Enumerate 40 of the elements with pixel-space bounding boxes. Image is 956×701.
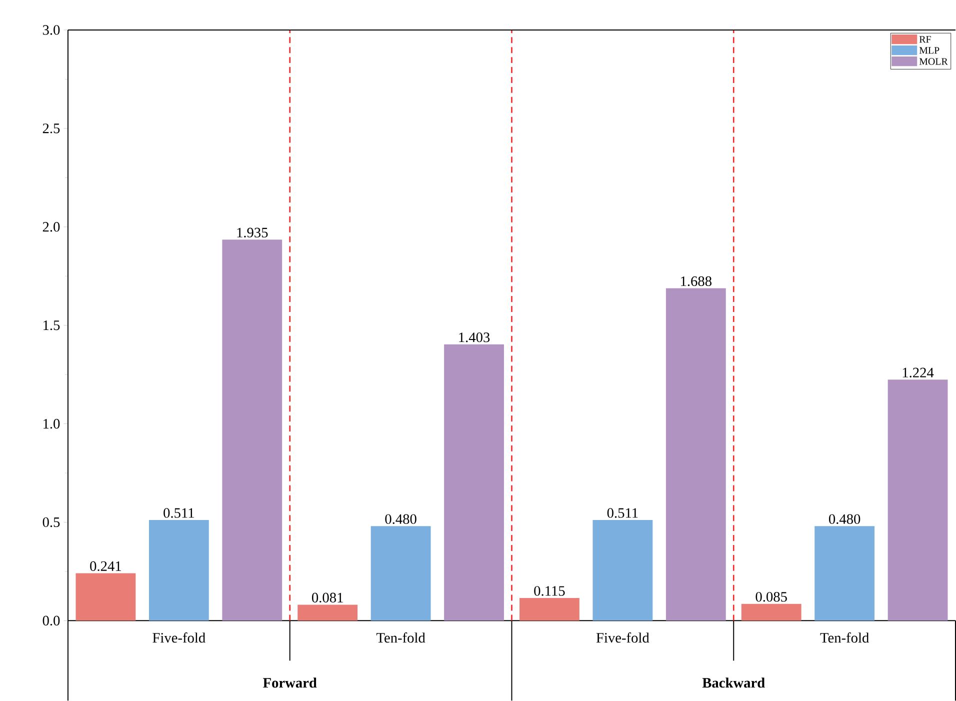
x-tick-label: Ten-fold <box>820 632 869 643</box>
bar <box>741 604 802 621</box>
data-label: 0.085 <box>756 592 787 602</box>
bar <box>444 344 504 621</box>
data-label: 0.081 <box>312 592 343 602</box>
bar <box>814 526 875 621</box>
bar <box>298 604 358 621</box>
data-label: 1.935 <box>237 228 268 238</box>
data-label: 1.403 <box>459 332 490 342</box>
data-label: 0.480 <box>828 514 860 524</box>
data-label: 1.688 <box>681 276 712 286</box>
bar <box>666 288 726 621</box>
y-tick-label: 0.5 <box>42 517 60 528</box>
y-tick-label: 2.5 <box>42 124 60 134</box>
legend-label: MOLR <box>919 58 948 65</box>
y-tick-label: 1.0 <box>44 418 60 429</box>
y-tick-label: 0.0 <box>42 616 60 626</box>
data-label: 0.115 <box>534 586 565 596</box>
bar <box>222 240 282 621</box>
bar <box>148 520 209 621</box>
x-tick-label: Five-fold <box>152 632 206 643</box>
bar <box>76 573 136 621</box>
y-tick-label: 3.0 <box>42 25 60 35</box>
bar <box>520 598 580 621</box>
x-tick-label: Five-fold <box>596 632 650 643</box>
text: Forward <box>263 678 317 688</box>
data-label: 0.511 <box>164 508 194 518</box>
bar <box>592 520 653 621</box>
bar <box>888 380 948 621</box>
y-tick-label: 2.0 <box>42 222 60 232</box>
x-tick-label: Ten-fold <box>376 632 426 643</box>
y-tick-label: 1.5 <box>44 320 60 330</box>
legend-label: MLP <box>919 47 940 54</box>
data-label: 0.480 <box>385 514 416 524</box>
text: Backward <box>702 678 765 688</box>
bar <box>370 526 431 621</box>
data-label: 0.241 <box>90 561 121 571</box>
data-label: 0.511 <box>607 508 638 518</box>
data-label: 1.224 <box>902 368 934 378</box>
legend-label: RF <box>919 36 931 43</box>
